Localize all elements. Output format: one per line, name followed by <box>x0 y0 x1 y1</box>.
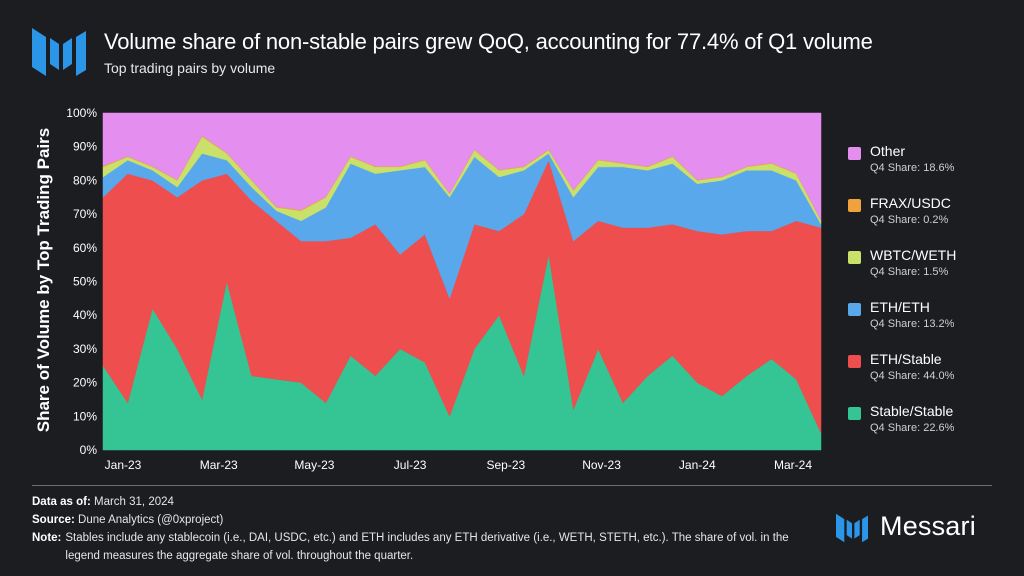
legend-share-eth-stable: Q4 Share: 44.0% <box>870 370 955 382</box>
source-label: Source: <box>32 514 75 526</box>
legend-label-eth-stable: ETH/Stable <box>870 351 942 367</box>
area-series-other <box>102 112 822 221</box>
y-tick-label: 80% <box>73 173 97 187</box>
legend-share-other: Q4 Share: 18.6% <box>870 162 955 174</box>
legend-swatch-wbtc-weth <box>848 251 861 264</box>
footnotes: Data as of: March 31, 2024 Source: Dune … <box>32 493 792 565</box>
legend-item-wbtc-weth: WBTC/WETH Q4 Share: 1.5% <box>848 244 1018 296</box>
legend-share-wbtc-weth: Q4 Share: 1.5% <box>870 266 949 278</box>
y-axis-label: Share of Volume by Top Trading Pairs <box>34 127 53 433</box>
legend-swatch-frax-usdc <box>848 199 861 212</box>
x-axis-ticks: Jan-23 Mar-23 May-23 Jul-23 Sep-23 Nov-23 Jan-… <box>105 458 813 472</box>
legend-label-eth-eth: ETH/ETH <box>870 299 930 315</box>
legend-item-eth-stable: ETH/Stable Q4 Share: 44.0% <box>848 348 1018 400</box>
legend-swatch-eth-eth <box>848 303 861 316</box>
legend-share-frax-usdc: Q4 Share: 0.2% <box>870 214 949 226</box>
x-tick-label: Jan-23 <box>105 458 142 472</box>
y-tick-label: 100% <box>66 106 97 120</box>
x-tick-label: Nov-23 <box>582 458 621 472</box>
legend-item-stable-stable: Stable/Stable Q4 Share: 22.6% <box>848 400 1018 452</box>
source-value: Dune Analytics (@0xproject) <box>78 514 224 526</box>
y-tick-label: 50% <box>73 275 97 289</box>
note-line: Note: Stables include any stablecoin (i.… <box>32 529 792 565</box>
y-tick-label: 90% <box>73 140 97 154</box>
y-tick-label: 40% <box>73 308 97 322</box>
x-tick-label: May-23 <box>294 458 334 472</box>
source-line: Source: Dune Analytics (@0xproject) <box>32 511 792 529</box>
stacked-area-chart: 0% 10% 20% 30% 40% 50% 60% 70% 80% 90% 100% Jan-23… <box>66 106 822 472</box>
brand-name: Messari <box>880 511 976 541</box>
legend-item-eth-eth: ETH/ETH Q4 Share: 13.2% <box>848 296 1018 348</box>
y-tick-label: 0% <box>80 443 98 457</box>
legend-item-frax-usdc: FRAX/USDC Q4 Share: 0.2% <box>848 192 1018 244</box>
data-as-of-line: Data as of: March 31, 2024 <box>32 493 792 511</box>
x-tick-label: Mar-23 <box>200 458 238 472</box>
legend-label-other: Other <box>870 143 906 159</box>
note-label: Note: <box>32 532 62 544</box>
x-tick-label: Jan-24 <box>679 458 716 472</box>
messari-brand: Messari <box>836 511 1006 545</box>
legend-label-stable-stable: Stable/Stable <box>870 403 954 419</box>
legend-share-eth-eth: Q4 Share: 13.2% <box>870 318 955 330</box>
y-tick-label: 10% <box>73 409 97 423</box>
legend-swatch-stable-stable <box>848 407 861 420</box>
legend-swatch-eth-stable <box>848 355 861 368</box>
y-axis-ticks: 0% 10% 20% 30% 40% 50% 60% 70% 80% 90% 100% <box>66 106 97 457</box>
legend-label-wbtc-weth: WBTC/WETH <box>870 247 957 263</box>
legend-item-other: Other Q4 Share: 18.6% <box>848 140 1018 192</box>
x-tick-label: Sep-23 <box>487 458 526 472</box>
note-value: Stables include any stablecoin (i.e., DA… <box>65 532 789 562</box>
page-subtitle: Top trading pairs by volume <box>104 60 276 76</box>
messari-logo-icon <box>32 28 86 76</box>
footer-divider <box>32 485 992 486</box>
x-tick-label: Mar-24 <box>774 458 812 472</box>
chart-legend: Other Q4 Share: 18.6% FRAX/USDC Q4 Share… <box>848 140 1018 452</box>
chart-areas <box>102 112 822 451</box>
legend-swatch-other <box>848 147 861 160</box>
y-tick-label: 30% <box>73 342 97 356</box>
legend-label-frax-usdc: FRAX/USDC <box>870 195 951 211</box>
y-tick-label: 60% <box>73 241 97 255</box>
x-tick-label: Jul-23 <box>394 458 427 472</box>
page-title: Volume share of non-stable pairs grew Qo… <box>104 29 873 54</box>
data-as-of-label: Data as of: <box>32 496 91 508</box>
data-as-of-value: March 31, 2024 <box>94 496 174 508</box>
y-tick-label: 70% <box>73 207 97 221</box>
y-tick-label: 20% <box>73 376 97 390</box>
messari-brand-icon <box>836 513 868 543</box>
legend-share-stable-stable: Q4 Share: 22.6% <box>870 422 955 434</box>
